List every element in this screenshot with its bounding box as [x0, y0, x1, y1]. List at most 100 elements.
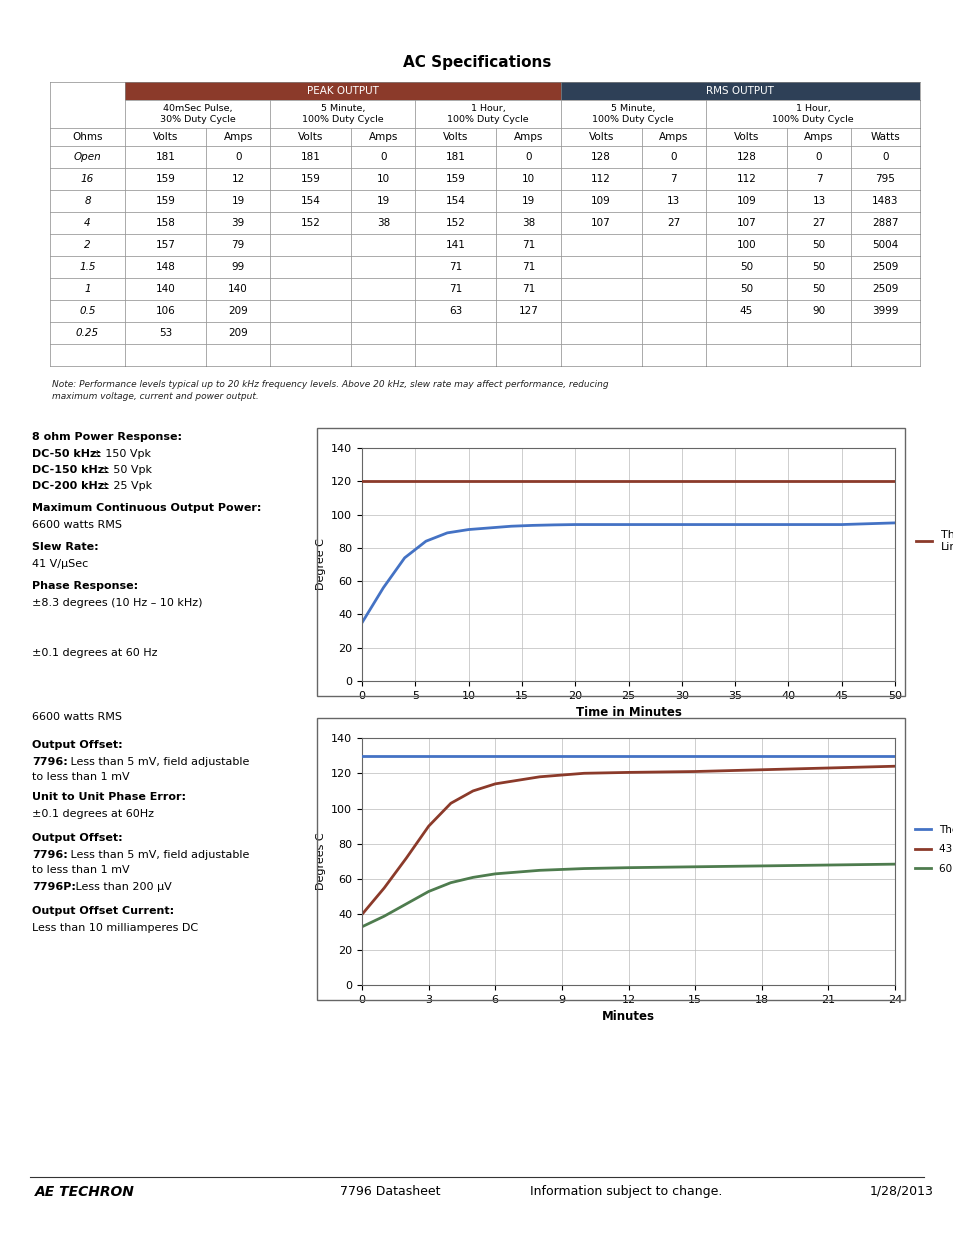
Text: 158: 158 — [155, 219, 175, 228]
Text: 159: 159 — [446, 174, 465, 184]
Text: Open: Open — [73, 152, 101, 162]
Text: Information subject to change.: Information subject to change. — [530, 1186, 721, 1198]
Text: 154: 154 — [300, 196, 320, 206]
Text: Ohms: Ohms — [72, 132, 103, 142]
Text: 0: 0 — [815, 152, 821, 162]
Text: 112: 112 — [591, 174, 611, 184]
Text: 109: 109 — [591, 196, 610, 206]
Text: AE TECHRON: AE TECHRON — [35, 1186, 134, 1199]
Text: Volts: Volts — [152, 132, 178, 142]
Text: Less than 10 milliamperes DC: Less than 10 milliamperes DC — [32, 923, 198, 932]
Text: 50: 50 — [812, 240, 824, 249]
Text: 38: 38 — [521, 219, 535, 228]
Text: ±0.1 degrees at 60 Hz: ±0.1 degrees at 60 Hz — [32, 648, 157, 658]
Text: 7796:: 7796: — [32, 850, 68, 860]
Text: 1: 1 — [84, 284, 91, 294]
Text: DC-200 kHz:: DC-200 kHz: — [32, 480, 109, 492]
Text: 1 Hour,
100% Duty Cycle: 1 Hour, 100% Duty Cycle — [771, 104, 853, 124]
Text: 99: 99 — [232, 262, 245, 272]
Text: Amps: Amps — [223, 132, 253, 142]
Text: Maximum Continuous Output Power:: Maximum Continuous Output Power: — [32, 503, 261, 513]
Text: 148: 148 — [155, 262, 175, 272]
Text: 181: 181 — [300, 152, 320, 162]
Text: 79: 79 — [232, 240, 245, 249]
Text: 154: 154 — [446, 196, 465, 206]
Text: 159: 159 — [155, 174, 175, 184]
Text: 71: 71 — [521, 240, 535, 249]
Legend: Thermal
Limit: Thermal Limit — [910, 526, 953, 557]
Text: 4: 4 — [84, 219, 91, 228]
Text: Less than 5 mV, field adjustable: Less than 5 mV, field adjustable — [67, 757, 249, 767]
X-axis label: Time in Minutes: Time in Minutes — [575, 706, 680, 719]
Text: 7: 7 — [670, 174, 677, 184]
Text: 8 ohm Power Response:: 8 ohm Power Response: — [32, 432, 182, 442]
Text: 140: 140 — [155, 284, 175, 294]
Text: RMS OUTPUT: RMS OUTPUT — [705, 86, 774, 96]
Text: 140: 140 — [228, 284, 248, 294]
Text: 13: 13 — [666, 196, 679, 206]
Text: 0: 0 — [525, 152, 531, 162]
Text: 5 Minute,
100% Duty Cycle: 5 Minute, 100% Duty Cycle — [302, 104, 383, 124]
Text: 5004: 5004 — [871, 240, 898, 249]
Text: 50: 50 — [739, 284, 752, 294]
Text: ±8.3 degrees (10 Hz – 10 kHz): ±8.3 degrees (10 Hz – 10 kHz) — [32, 598, 202, 608]
Text: 181: 181 — [155, 152, 175, 162]
Text: 19: 19 — [376, 196, 390, 206]
Text: 0: 0 — [234, 152, 241, 162]
Text: 0.5: 0.5 — [79, 306, 95, 316]
Text: 6600 watts RMS: 6600 watts RMS — [32, 520, 122, 530]
Text: 5 Minute,
100% Duty Cycle: 5 Minute, 100% Duty Cycle — [592, 104, 674, 124]
Text: 141: 141 — [446, 240, 465, 249]
Text: 0: 0 — [379, 152, 386, 162]
Text: 159: 159 — [300, 174, 320, 184]
Text: 100: 100 — [736, 240, 756, 249]
Text: 112: 112 — [736, 174, 756, 184]
Text: Note: Performance levels typical up to 20 kHz frequency levels. Above 20 kHz, sl: Note: Performance levels typical up to 2… — [52, 380, 608, 401]
Text: Volts: Volts — [733, 132, 759, 142]
X-axis label: Minutes: Minutes — [601, 1010, 655, 1024]
Text: 38: 38 — [376, 219, 390, 228]
Text: Volts: Volts — [443, 132, 468, 142]
Text: 50: 50 — [812, 284, 824, 294]
Text: 63: 63 — [449, 306, 462, 316]
Text: Unit to Unit Phase Error:: Unit to Unit Phase Error: — [32, 792, 186, 802]
Text: 106: 106 — [155, 306, 175, 316]
Text: 50: 50 — [739, 262, 752, 272]
Text: 1.5: 1.5 — [79, 262, 95, 272]
Text: 181: 181 — [446, 152, 465, 162]
Text: 209: 209 — [228, 329, 248, 338]
Text: 71: 71 — [449, 284, 462, 294]
Text: AC Specifications: AC Specifications — [402, 54, 551, 69]
Text: 19: 19 — [232, 196, 245, 206]
Text: Amps: Amps — [514, 132, 542, 142]
Text: 7796:: 7796: — [32, 757, 68, 767]
Text: ± 150 Vpk: ± 150 Vpk — [89, 450, 151, 459]
Text: 27: 27 — [666, 219, 679, 228]
Text: 7: 7 — [815, 174, 821, 184]
Text: 90: 90 — [812, 306, 824, 316]
Text: 19: 19 — [521, 196, 535, 206]
Text: 10: 10 — [376, 174, 390, 184]
Text: ±0.1 degrees at 60Hz: ±0.1 degrees at 60Hz — [32, 809, 153, 819]
Text: Phase Response:: Phase Response: — [32, 580, 138, 592]
Text: 127: 127 — [518, 306, 537, 316]
Text: 152: 152 — [446, 219, 465, 228]
Text: 2: 2 — [84, 240, 91, 249]
Text: 16: 16 — [81, 174, 94, 184]
Text: Slew Rate:: Slew Rate: — [32, 542, 98, 552]
Text: 159: 159 — [155, 196, 175, 206]
Text: 107: 107 — [736, 219, 756, 228]
Text: ± 50 Vpk: ± 50 Vpk — [97, 466, 152, 475]
Text: 13: 13 — [812, 196, 824, 206]
Text: Output Offset Current:: Output Offset Current: — [32, 906, 174, 916]
Text: 40mSec Pulse,
30% Duty Cycle: 40mSec Pulse, 30% Duty Cycle — [159, 104, 235, 124]
Text: 1483: 1483 — [871, 196, 898, 206]
Text: 2509: 2509 — [871, 262, 898, 272]
Text: Output Offset:: Output Offset: — [32, 740, 123, 750]
Text: Amps: Amps — [803, 132, 833, 142]
Text: 157: 157 — [155, 240, 175, 249]
Text: Amps: Amps — [659, 132, 688, 142]
Text: Less than 5 mV, field adjustable: Less than 5 mV, field adjustable — [67, 850, 249, 860]
Text: 107: 107 — [591, 219, 610, 228]
Text: Watts: Watts — [870, 132, 900, 142]
